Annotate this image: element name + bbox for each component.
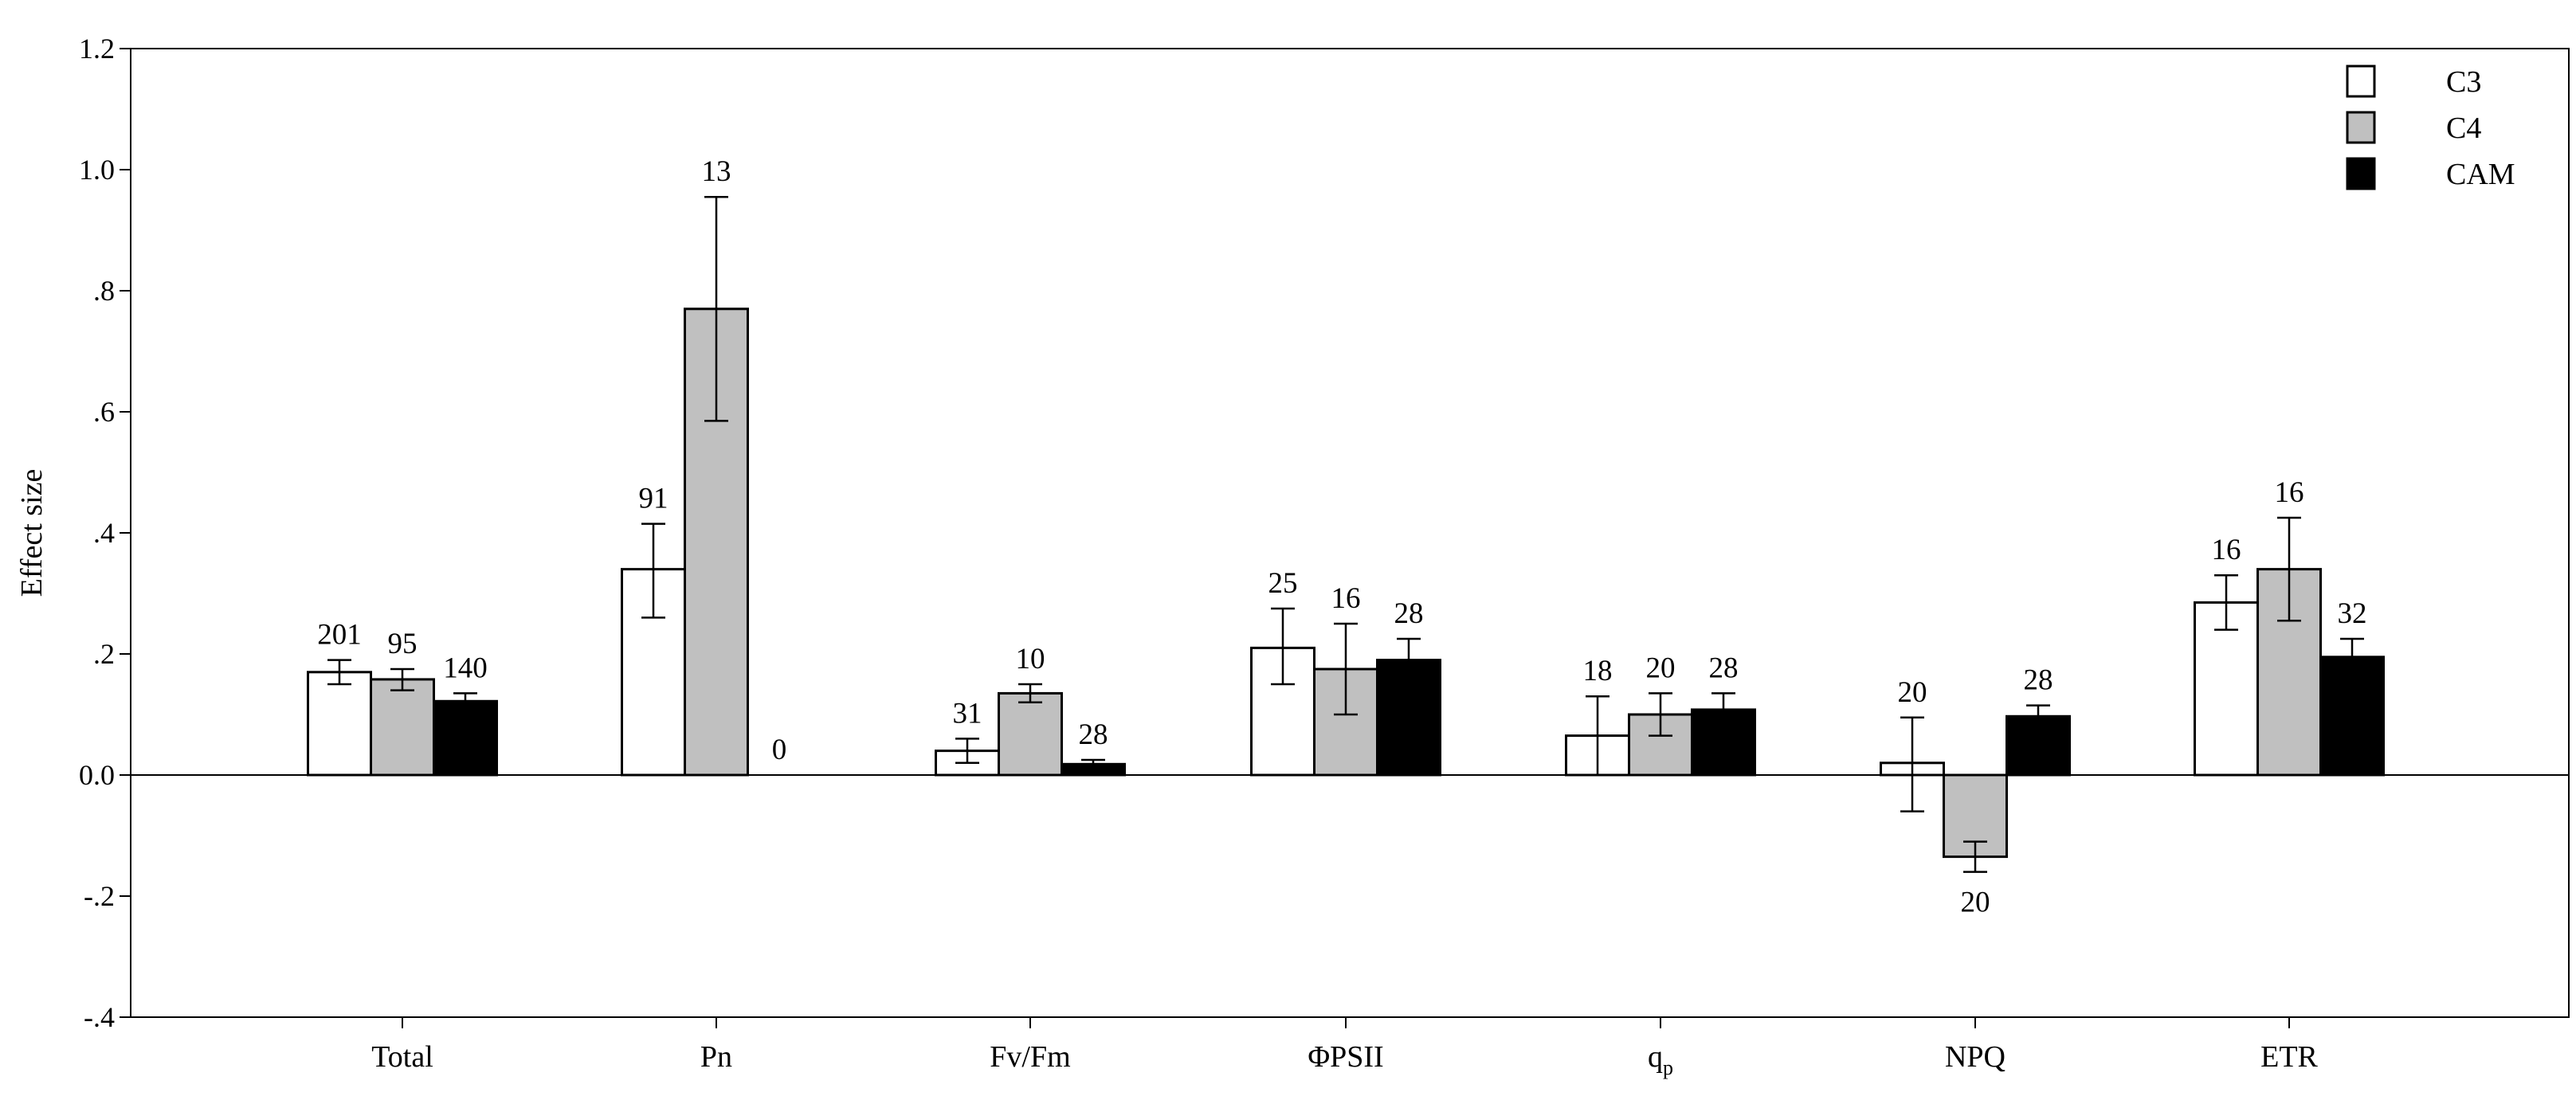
- x-tick-label: Total: [371, 1040, 433, 1074]
- x-tick-label: Pn: [700, 1040, 732, 1074]
- x-tick-label: NPQ: [1945, 1040, 2006, 1074]
- bar: [2194, 601, 2259, 777]
- x-tick-label: ETR: [2260, 1040, 2318, 1074]
- bar: [2319, 656, 2385, 777]
- n-label: 25: [1268, 567, 1298, 600]
- bar: [1250, 646, 1315, 777]
- x-tick-label: qp: [1648, 1040, 1673, 1079]
- x-tick-label: ΦPSII: [1308, 1040, 1383, 1074]
- n-label: 28: [1394, 597, 1424, 630]
- n-label: 0: [772, 734, 787, 766]
- y-tick-label: .4: [93, 517, 115, 549]
- n-label: 20: [1898, 676, 1927, 709]
- legend: C3 C4 CAM: [2346, 65, 2515, 191]
- n-label: 91: [639, 483, 669, 515]
- n-label: 28: [1709, 652, 1739, 684]
- legend-swatch: [2346, 111, 2376, 144]
- legend-swatch: [2346, 157, 2376, 190]
- n-label: 28: [2024, 664, 2053, 697]
- y-tick-label: .2: [93, 638, 115, 670]
- n-label: 10: [1016, 643, 1045, 675]
- n-label: 201: [317, 619, 362, 652]
- y-tick-label: -.4: [84, 1001, 115, 1033]
- n-label: 18: [1583, 655, 1613, 687]
- legend-label: CAM: [2446, 158, 2515, 191]
- n-label: 31: [953, 697, 982, 730]
- n-label: 13: [702, 155, 731, 188]
- n-label: 28: [1079, 718, 1108, 751]
- n-label: 16: [1331, 582, 1361, 615]
- n-label: 32: [2338, 597, 2367, 630]
- y-tick-label: .6: [93, 396, 115, 428]
- n-label: 95: [388, 628, 418, 660]
- y-tick-label: .8: [93, 275, 115, 307]
- y-axis-title: Effect size: [15, 469, 49, 597]
- x-tick-label: Fv/Fm: [990, 1040, 1070, 1074]
- n-label: 16: [2212, 534, 2241, 566]
- bar: [370, 678, 435, 777]
- legend-label: C3: [2446, 65, 2481, 99]
- labels: 201 91 31 25 18 20 16 95 13 10 16 20 20 16 140 0 28 28 28 2…: [317, 155, 2366, 918]
- legend-swatch: [2346, 65, 2376, 98]
- y-tick-label: 1.2: [79, 33, 115, 65]
- bar: [998, 691, 1063, 777]
- y-tick-label: -.2: [84, 880, 115, 912]
- n-label: 140: [443, 652, 488, 684]
- axes: -.4 -.2 0.0 .2 .4 .6 .8 1.0 1.2 Effect size Total P…: [15, 33, 2570, 1079]
- plot-frame: [130, 48, 2570, 1018]
- y-tick-label: 1.0: [79, 154, 115, 186]
- n-label: 20: [1646, 652, 1676, 684]
- n-label: 16: [2275, 476, 2304, 509]
- legend-label: C4: [2446, 112, 2481, 145]
- n-label: 20: [1961, 887, 1990, 919]
- bar: [307, 671, 372, 777]
- bar: [433, 699, 498, 777]
- y-tick-label: 0.0: [79, 759, 115, 791]
- bars: [307, 195, 2385, 873]
